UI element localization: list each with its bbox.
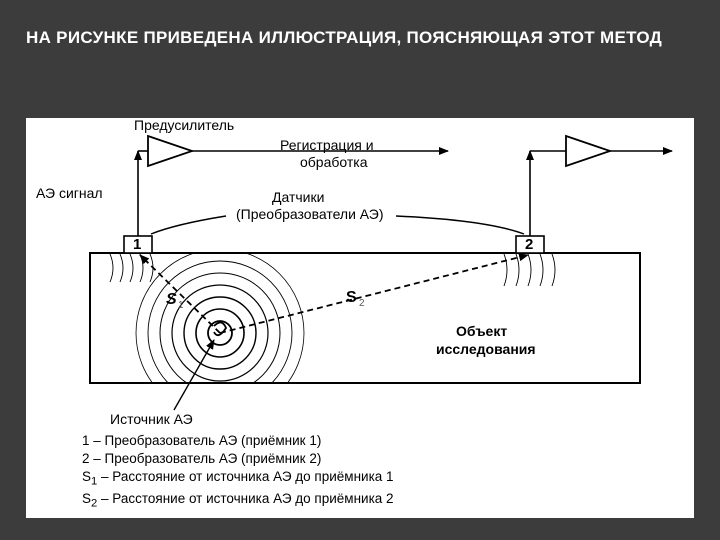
s1-label: S: [166, 291, 177, 308]
s2-label: S: [346, 289, 357, 306]
amplifier-1-icon: [148, 136, 192, 166]
s2-sub: 2: [359, 298, 365, 309]
s1-sub: 1: [178, 300, 184, 311]
registration-label-1: Регистрация и: [280, 137, 374, 153]
diagram-figure: Предусилитель Регистрация и обработка АЭ…: [26, 118, 694, 518]
slide-title: НА РИСУНКЕ ПРИВЕДЕНА ИЛЛЮСТРАЦИЯ, ПОЯСНЯ…: [26, 28, 694, 48]
legend-line-4: S2 – Расстояние от источника АЭ до приём…: [82, 490, 394, 512]
object-label-2: исследования: [436, 341, 536, 357]
object-label-1: Объект: [456, 323, 507, 339]
source-label: Источник АЭ: [110, 411, 193, 427]
legend-line-2: 2 – Преобразователь АЭ (приёмник 2): [82, 450, 394, 468]
amplifier-2-icon: [566, 136, 610, 166]
legend-line-3: S1 – Расстояние от источника АЭ до приём…: [82, 468, 394, 490]
registration-label-2: обработка: [300, 154, 368, 170]
sensors-label-1: Датчики: [272, 189, 324, 205]
legend-line-1: 1 – Преобразователь АЭ (приёмник 1): [82, 432, 394, 450]
preamp-label: Предусилитель: [134, 118, 234, 133]
ae-signal-label: АЭ сигнал: [36, 185, 103, 201]
sensors-label-2: (Преобразователи АЭ): [236, 206, 384, 222]
diagram-legend: 1 – Преобразователь АЭ (приёмник 1) 2 – …: [82, 432, 394, 512]
sensor-1-number: 1: [133, 236, 141, 253]
object-rect: [90, 253, 640, 383]
sensor-2-number: 2: [525, 236, 533, 253]
